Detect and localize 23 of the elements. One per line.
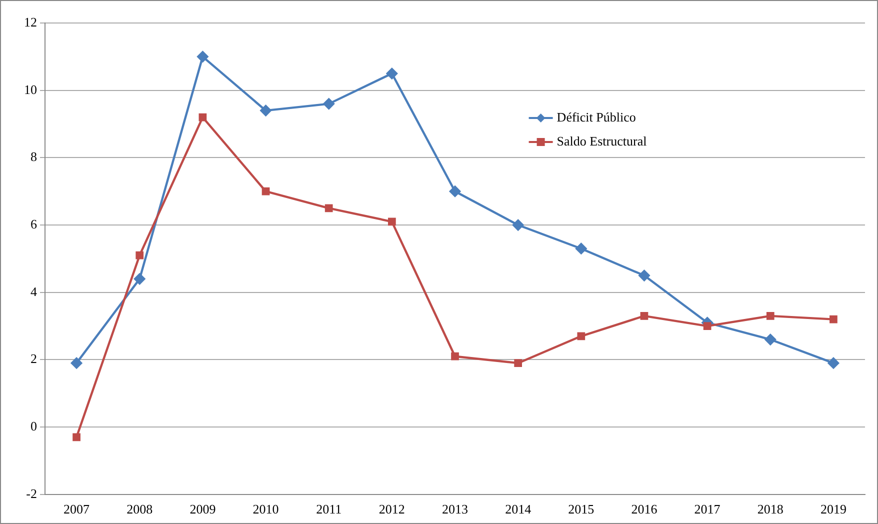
y-tick-label: 8 [30,149,37,164]
x-tick-label: 2013 [442,502,468,517]
legend-label: Saldo Estructural [556,133,648,148]
legend-label: Déficit Público [556,109,636,124]
x-tick-label: 2008 [126,502,153,517]
x-tick-label: 2019 [820,502,846,517]
x-tick-label: 2007 [64,502,90,517]
x-tick-label: 2011 [316,502,342,517]
y-tick-label: 4 [30,284,38,299]
x-tick-label: 2010 [252,502,279,517]
y-tick-label: -2 [26,486,37,501]
x-tick-label: 2015 [568,502,594,517]
x-tick-label: 2014 [505,502,532,517]
x-tick-label: 2012 [378,502,405,517]
x-tick-label: 2016 [631,502,658,517]
x-tick-label: 2018 [757,502,784,517]
y-tick-label: 2 [30,351,37,366]
y-tick-label: 0 [30,418,37,434]
y-tick-label: 12 [24,14,37,30]
x-tick-label: 2017 [694,502,721,517]
y-tick-label: 10 [24,82,37,97]
x-tick-label: 2009 [190,502,216,517]
y-tick-label: 6 [30,216,38,232]
